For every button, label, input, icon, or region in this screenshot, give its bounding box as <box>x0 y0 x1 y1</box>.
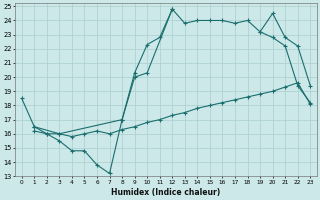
X-axis label: Humidex (Indice chaleur): Humidex (Indice chaleur) <box>111 188 220 197</box>
